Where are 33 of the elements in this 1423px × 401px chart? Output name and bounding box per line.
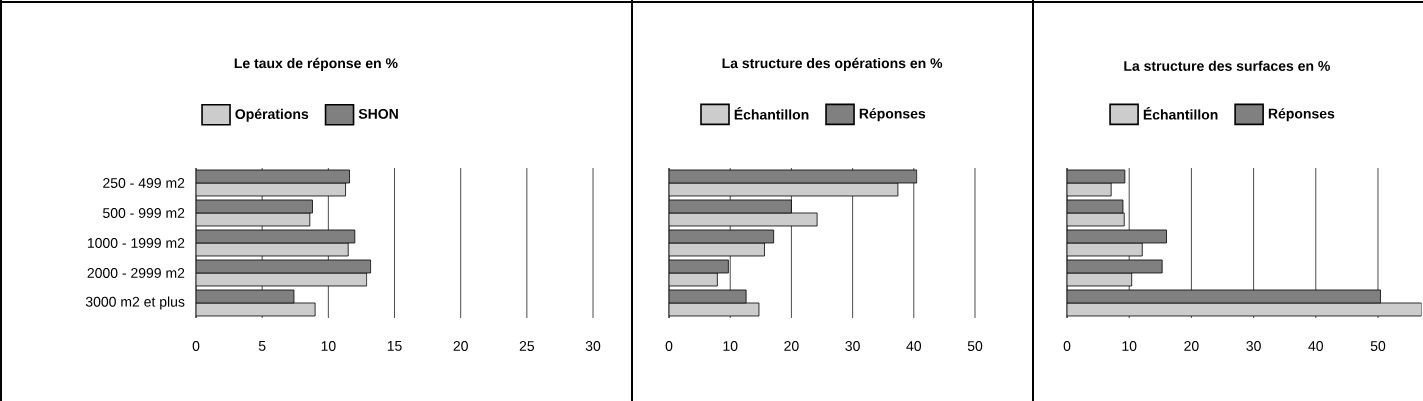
x-tick-label: 10 xyxy=(723,341,738,351)
x-tick-label: 0 xyxy=(665,341,673,351)
x-tick-label: 40 xyxy=(906,341,922,351)
x-tick-label: 10 xyxy=(321,341,336,351)
chart-title: La structure des opérations en % xyxy=(722,57,943,71)
x-tick-label: 5 xyxy=(258,341,266,351)
x-tick-label: 30 xyxy=(845,341,860,351)
x-tick-label: 50 xyxy=(1370,341,1386,351)
legend-label: SHON xyxy=(358,108,398,119)
y-tick-label: 250 - 499 m2 xyxy=(103,178,185,188)
legend-label: Réponses xyxy=(859,108,926,122)
x-tick-label: 30 xyxy=(585,341,601,351)
legend-label: Opérations xyxy=(235,108,309,122)
legend-label: Réponses xyxy=(1268,108,1335,122)
chart-title: Le taux de réponse en % xyxy=(234,57,398,71)
x-tick-label: 15 xyxy=(387,341,402,351)
x-tick-label: 0 xyxy=(1063,341,1071,351)
chart-title: La structure des surfaces en % xyxy=(1124,60,1330,71)
x-tick-label: 10 xyxy=(1122,341,1137,351)
x-tick-label: 0 xyxy=(192,341,200,351)
y-tick-label: 3000 m2 et plus xyxy=(85,296,185,310)
x-tick-label: 20 xyxy=(453,341,468,351)
x-tick-label: 25 xyxy=(519,341,535,351)
y-tick-label: 1000 - 1999 m2 xyxy=(87,238,185,248)
x-tick-label: 40 xyxy=(1308,341,1324,351)
x-tick-label: 20 xyxy=(1184,341,1199,351)
x-tick-label: 50 xyxy=(967,341,983,351)
y-tick-label: 2000 - 2999 m2 xyxy=(87,268,185,278)
y-tick-label: 500 - 999 m2 xyxy=(103,208,185,218)
legend-label: Échantillon xyxy=(734,107,809,120)
legend-label: Échantillon xyxy=(1143,107,1218,120)
x-tick-label: 30 xyxy=(1246,341,1261,351)
x-tick-label: 20 xyxy=(784,341,799,351)
